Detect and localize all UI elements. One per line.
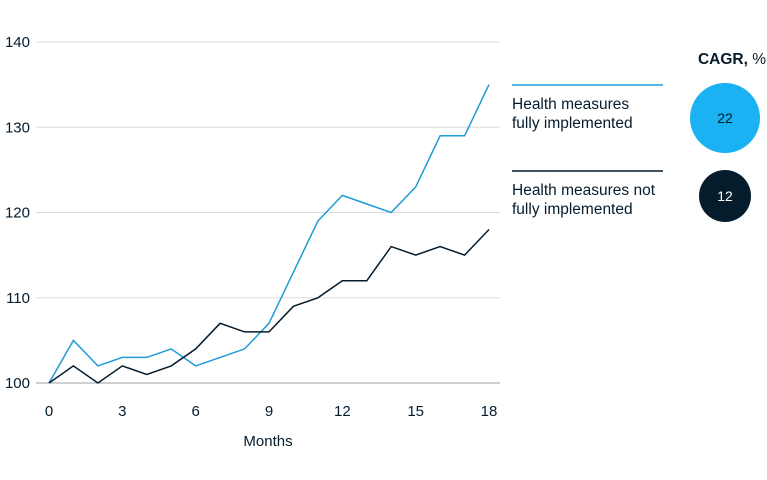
y-tick-label: 140 xyxy=(5,34,30,51)
grid-lines xyxy=(36,41,500,384)
legend: Health measures fully implemented Health m… xyxy=(512,84,663,218)
cagr-bubble xyxy=(690,83,760,153)
x-tick-labels: 0 3 6 9 12 15 18 xyxy=(45,403,498,420)
legend-label: Health measures fully implemented xyxy=(512,96,633,132)
x-tick-label: 9 xyxy=(265,403,273,420)
series-line-1 xyxy=(48,84,490,384)
y-tick-label: 130 xyxy=(5,119,30,136)
cagr-title: CAGR, % xyxy=(698,51,766,68)
x-tick-label: 12 xyxy=(334,403,351,420)
cagr-value: 12 xyxy=(717,188,733,204)
series-lines xyxy=(48,84,490,384)
y-tick-label: 120 xyxy=(5,205,30,222)
x-tick-label: 6 xyxy=(191,403,199,420)
x-tick-label: 3 xyxy=(118,403,126,420)
x-tick-label: 15 xyxy=(407,403,424,420)
x-axis-label: Months xyxy=(243,433,292,450)
series-line-2 xyxy=(48,228,490,384)
cagr-bubbles: 22 12 xyxy=(690,83,760,222)
x-tick-label: 0 xyxy=(45,403,53,420)
cagr-bubble xyxy=(699,170,751,222)
y-tick-label: 110 xyxy=(6,290,30,307)
y-tick-label: 100 xyxy=(5,375,30,392)
cagr-value: 22 xyxy=(717,110,733,126)
y-tick-labels: 100 110 120 130 140 xyxy=(5,34,30,392)
x-tick-label: 18 xyxy=(481,403,498,420)
legend-label: Health measures not fully implemented xyxy=(512,182,656,218)
